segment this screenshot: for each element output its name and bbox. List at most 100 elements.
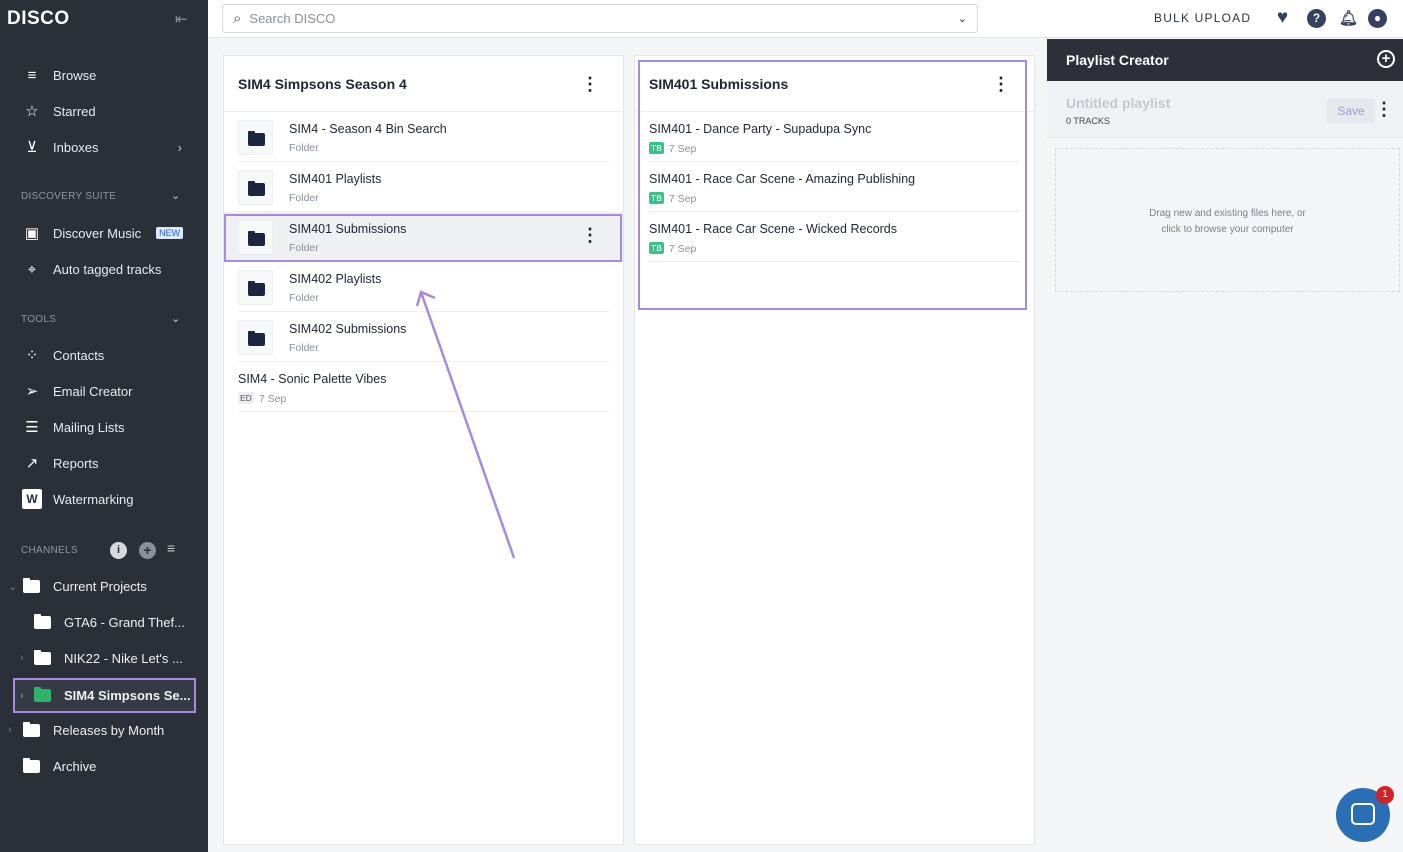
more-options-icon[interactable]: ⋮ — [992, 73, 1010, 94]
list-item[interactable]: SIM4 - Sonic Palette Vibes ED 7 Sep — [238, 362, 609, 412]
more-options-icon[interactable]: ⋮ — [1375, 99, 1393, 119]
sidebar-item-discover-music[interactable]: ▣ Discover Music NEW — [0, 215, 208, 251]
unread-badge: 1 — [1376, 786, 1394, 804]
folder-thumb — [238, 320, 273, 355]
search-icon: ⌕ — [233, 10, 242, 27]
item-date: 7 Sep — [668, 193, 697, 205]
help-icon[interactable]: ? — [1307, 9, 1326, 28]
add-channel-icon[interactable]: + — [139, 542, 156, 559]
sidebar-item-contacts[interactable]: ⁘ Contacts — [0, 337, 208, 373]
section-title: TOOLS — [21, 314, 57, 325]
folder-thumb — [238, 120, 273, 155]
save-button[interactable]: Save — [1327, 99, 1375, 123]
chevron-right-icon: › — [177, 139, 182, 155]
heart-icon[interactable]: ♥ — [1276, 7, 1289, 28]
channel-nik22[interactable]: › NIK22 - Nike Let's ... — [0, 640, 208, 676]
chevron-down-icon[interactable]: ⌄ — [171, 190, 181, 202]
item-subtitle: Folder — [289, 192, 319, 204]
folder-icon — [23, 721, 40, 737]
list-item[interactable]: SIM401 - Race Car Scene - Wicked Records… — [649, 212, 1020, 262]
playlist-title: Playlist Creator — [1066, 52, 1169, 68]
chat-launcher-button[interactable]: 1 — [1336, 786, 1394, 842]
list-item[interactable]: SIM4 - Season 4 Bin Search Folder — [238, 112, 609, 162]
folder-icon — [23, 577, 40, 593]
sidebar-item-email-creator[interactable]: ➢ Email Creator — [0, 373, 208, 409]
sidebar-item-browse[interactable]: ≡ Browse — [0, 57, 208, 93]
chevron-down-icon[interactable]: ⌄ — [957, 13, 967, 25]
folder-icon — [248, 131, 265, 146]
account-icon[interactable]: ● — [1368, 9, 1387, 28]
item-subtitle: Folder — [289, 292, 319, 304]
folder-icon — [248, 181, 265, 196]
folder-icon — [34, 649, 51, 665]
playlist-name-input[interactable]: Untitled playlist — [1066, 95, 1171, 111]
item-title: SIM401 Submissions — [289, 222, 407, 236]
channel-label: SIM4 Simpsons Se... — [64, 688, 191, 703]
add-playlist-icon[interactable]: + — [1377, 50, 1395, 68]
browse-icon: ≡ — [27, 66, 37, 84]
item-title: SIM402 Playlists — [289, 272, 382, 286]
bell-icon[interactable]: 🔔︎ — [1339, 10, 1359, 27]
folder-icon — [248, 331, 265, 346]
item-title: SIM401 - Race Car Scene - Wicked Records — [649, 222, 898, 236]
drop-text: Drag new and existing files here, or — [1149, 208, 1306, 219]
sidebar-item-watermarking[interactable]: W Watermarking — [0, 481, 208, 517]
channel-sim4-selected[interactable]: › SIM4 Simpsons Se... — [13, 678, 196, 713]
nav-label: Reports — [53, 455, 99, 471]
chevron-down-icon[interactable]: ⌄ — [171, 313, 181, 325]
playlist-creator-panel: Playlist Creator + Untitled playlist 0 TR… — [1047, 39, 1403, 852]
panel-header: SIM4 Simpsons Season 4 ⋮ — [224, 56, 623, 112]
list-item-selected[interactable]: SIM401 Submissions Folder ⋮ — [224, 212, 623, 262]
item-title: SIM401 - Race Car Scene - Amazing Publis… — [649, 172, 916, 186]
sidebar-item-inboxes[interactable]: ⊻ Inboxes › — [0, 129, 208, 165]
list-icon: ☰ — [25, 419, 39, 436]
chevron-down-icon[interactable]: ⌄ — [8, 580, 18, 593]
list-item[interactable]: SIM402 Playlists Folder — [238, 262, 609, 312]
chevron-right-icon[interactable]: › — [20, 689, 24, 702]
drop-text: click to browse your computer — [1161, 224, 1294, 235]
send-icon: ➢ — [25, 383, 39, 400]
list-item[interactable]: SIM401 - Dance Party - Supadupa Sync TB 7 … — [649, 112, 1020, 162]
nav-label: Email Creator — [53, 383, 133, 399]
filter-icon[interactable]: ≡ — [167, 540, 176, 556]
channel-label: Current Projects — [53, 578, 147, 594]
list-item[interactable]: SIM401 - Race Car Scene - Amazing Publis… — [649, 162, 1020, 212]
more-options-icon[interactable]: ⋮ — [581, 225, 599, 245]
chevron-right-icon[interactable]: › — [20, 652, 24, 664]
search-input[interactable]: ⌕ Search DISCO ⌄ — [222, 4, 978, 33]
panel-header: SIM401 Submissions ⋮ — [635, 56, 1034, 112]
sidebar: DISCO ⇤ ≡ Browse ☆ Starred ⊻ Inboxes › DISCO… — [0, 0, 208, 852]
disco-logo[interactable]: DISCO — [7, 8, 70, 29]
info-icon[interactable]: i — [110, 542, 127, 559]
list-item[interactable]: SIM401 Playlists Folder — [238, 162, 609, 212]
channel-current-projects[interactable]: ⌄ Current Projects — [0, 568, 208, 604]
channel-releases-by-month[interactable]: › Releases by Month — [0, 712, 208, 748]
discover-music-icon: ▣ — [24, 225, 40, 242]
chevron-right-icon[interactable]: › — [8, 724, 12, 736]
bulk-upload-button[interactable]: BULK UPLOAD — [1154, 11, 1252, 25]
more-options-icon[interactable]: ⋮ — [581, 73, 599, 94]
channel-label: Releases by Month — [53, 722, 165, 738]
collapse-sidebar-icon[interactable]: ⇤ — [175, 11, 188, 28]
list-item[interactable]: SIM402 Submissions Folder — [238, 312, 609, 362]
channel-archive[interactable]: Archive — [0, 748, 208, 784]
user-badge: TB — [649, 242, 664, 254]
submissions-panel: SIM401 Submissions ⋮ SIM401 - Dance Party… — [634, 55, 1035, 845]
drop-zone[interactable]: Drag new and existing files here, or clic… — [1055, 148, 1400, 292]
sidebar-item-auto-tagged[interactable]: ⌖ Auto tagged tracks — [0, 251, 208, 287]
channel-gta6[interactable]: GTA6 - Grand Thef... — [0, 604, 208, 640]
panel-title: SIM401 Submissions — [649, 75, 789, 92]
sidebar-item-starred[interactable]: ☆ Starred — [0, 93, 208, 129]
discovery-suite-header[interactable]: DISCOVERY SUITE ⌄ — [21, 190, 180, 202]
playlist-header: Playlist Creator + — [1047, 39, 1403, 81]
watermark-icon: W — [21, 489, 43, 509]
item-title: SIM402 Submissions — [289, 322, 407, 336]
inbox-icon: ⊻ — [26, 139, 38, 156]
sidebar-item-mailing-lists[interactable]: ☰ Mailing Lists — [0, 409, 208, 445]
item-date: 7 Sep — [668, 243, 697, 255]
folder-thumb — [238, 270, 273, 305]
section-title: DISCOVERY SUITE — [21, 191, 117, 202]
tools-header[interactable]: TOOLS ⌄ — [21, 313, 180, 325]
sidebar-item-reports[interactable]: ↗ Reports — [0, 445, 208, 481]
